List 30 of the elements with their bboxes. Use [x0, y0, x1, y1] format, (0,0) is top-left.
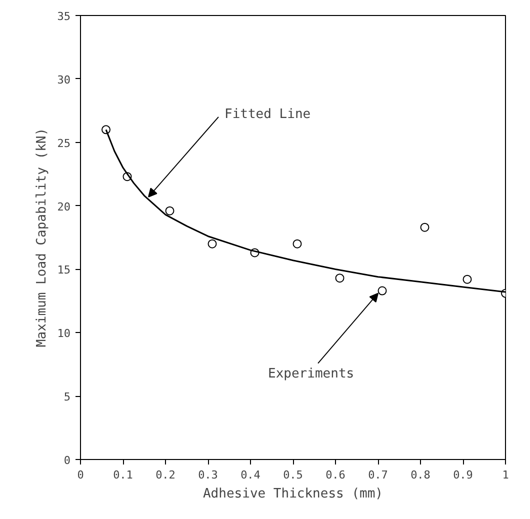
point — [335, 274, 344, 283]
y-tick-label: 20 — [57, 200, 71, 214]
x-tick-label: 0.5 — [283, 468, 303, 482]
y-tick-label: 0 — [64, 454, 70, 467]
y-tick-label: 35 — [57, 10, 71, 23]
x-tick-label: 0.1 — [113, 468, 133, 482]
x-axis-title: Adhesive Thickness (mm) — [202, 486, 384, 502]
annotation: Experiments — [268, 366, 354, 382]
annotation: Fitted Line — [224, 106, 311, 122]
y-tick-label: 15 — [57, 264, 71, 277]
y-tick-label: 25 — [57, 136, 71, 150]
point — [292, 239, 302, 248]
y-tick-label: 5 — [64, 390, 70, 404]
point — [462, 274, 472, 284]
point — [208, 239, 217, 248]
x-tick-label: 0.7 — [368, 468, 388, 482]
x-tick-label: 0.6 — [326, 468, 346, 482]
point — [165, 206, 174, 216]
point — [378, 286, 387, 296]
x-tick-label: 0.2 — [156, 468, 176, 482]
y-tick-label: 30 — [57, 73, 71, 86]
y-axis-title: Maximum Load Capability (kN) — [34, 128, 50, 348]
x-tick-label: 0.8 — [410, 468, 430, 482]
x-tick-label: 1 — [502, 468, 509, 482]
y-tick-label: 10 — [57, 327, 71, 340]
point — [420, 222, 430, 232]
x-tick-label: 0.4 — [240, 468, 261, 482]
x-tick-label: 0.9 — [453, 468, 473, 482]
x-tick-label: 0.3 — [198, 468, 218, 482]
x-tick-label: 0 — [77, 468, 84, 482]
